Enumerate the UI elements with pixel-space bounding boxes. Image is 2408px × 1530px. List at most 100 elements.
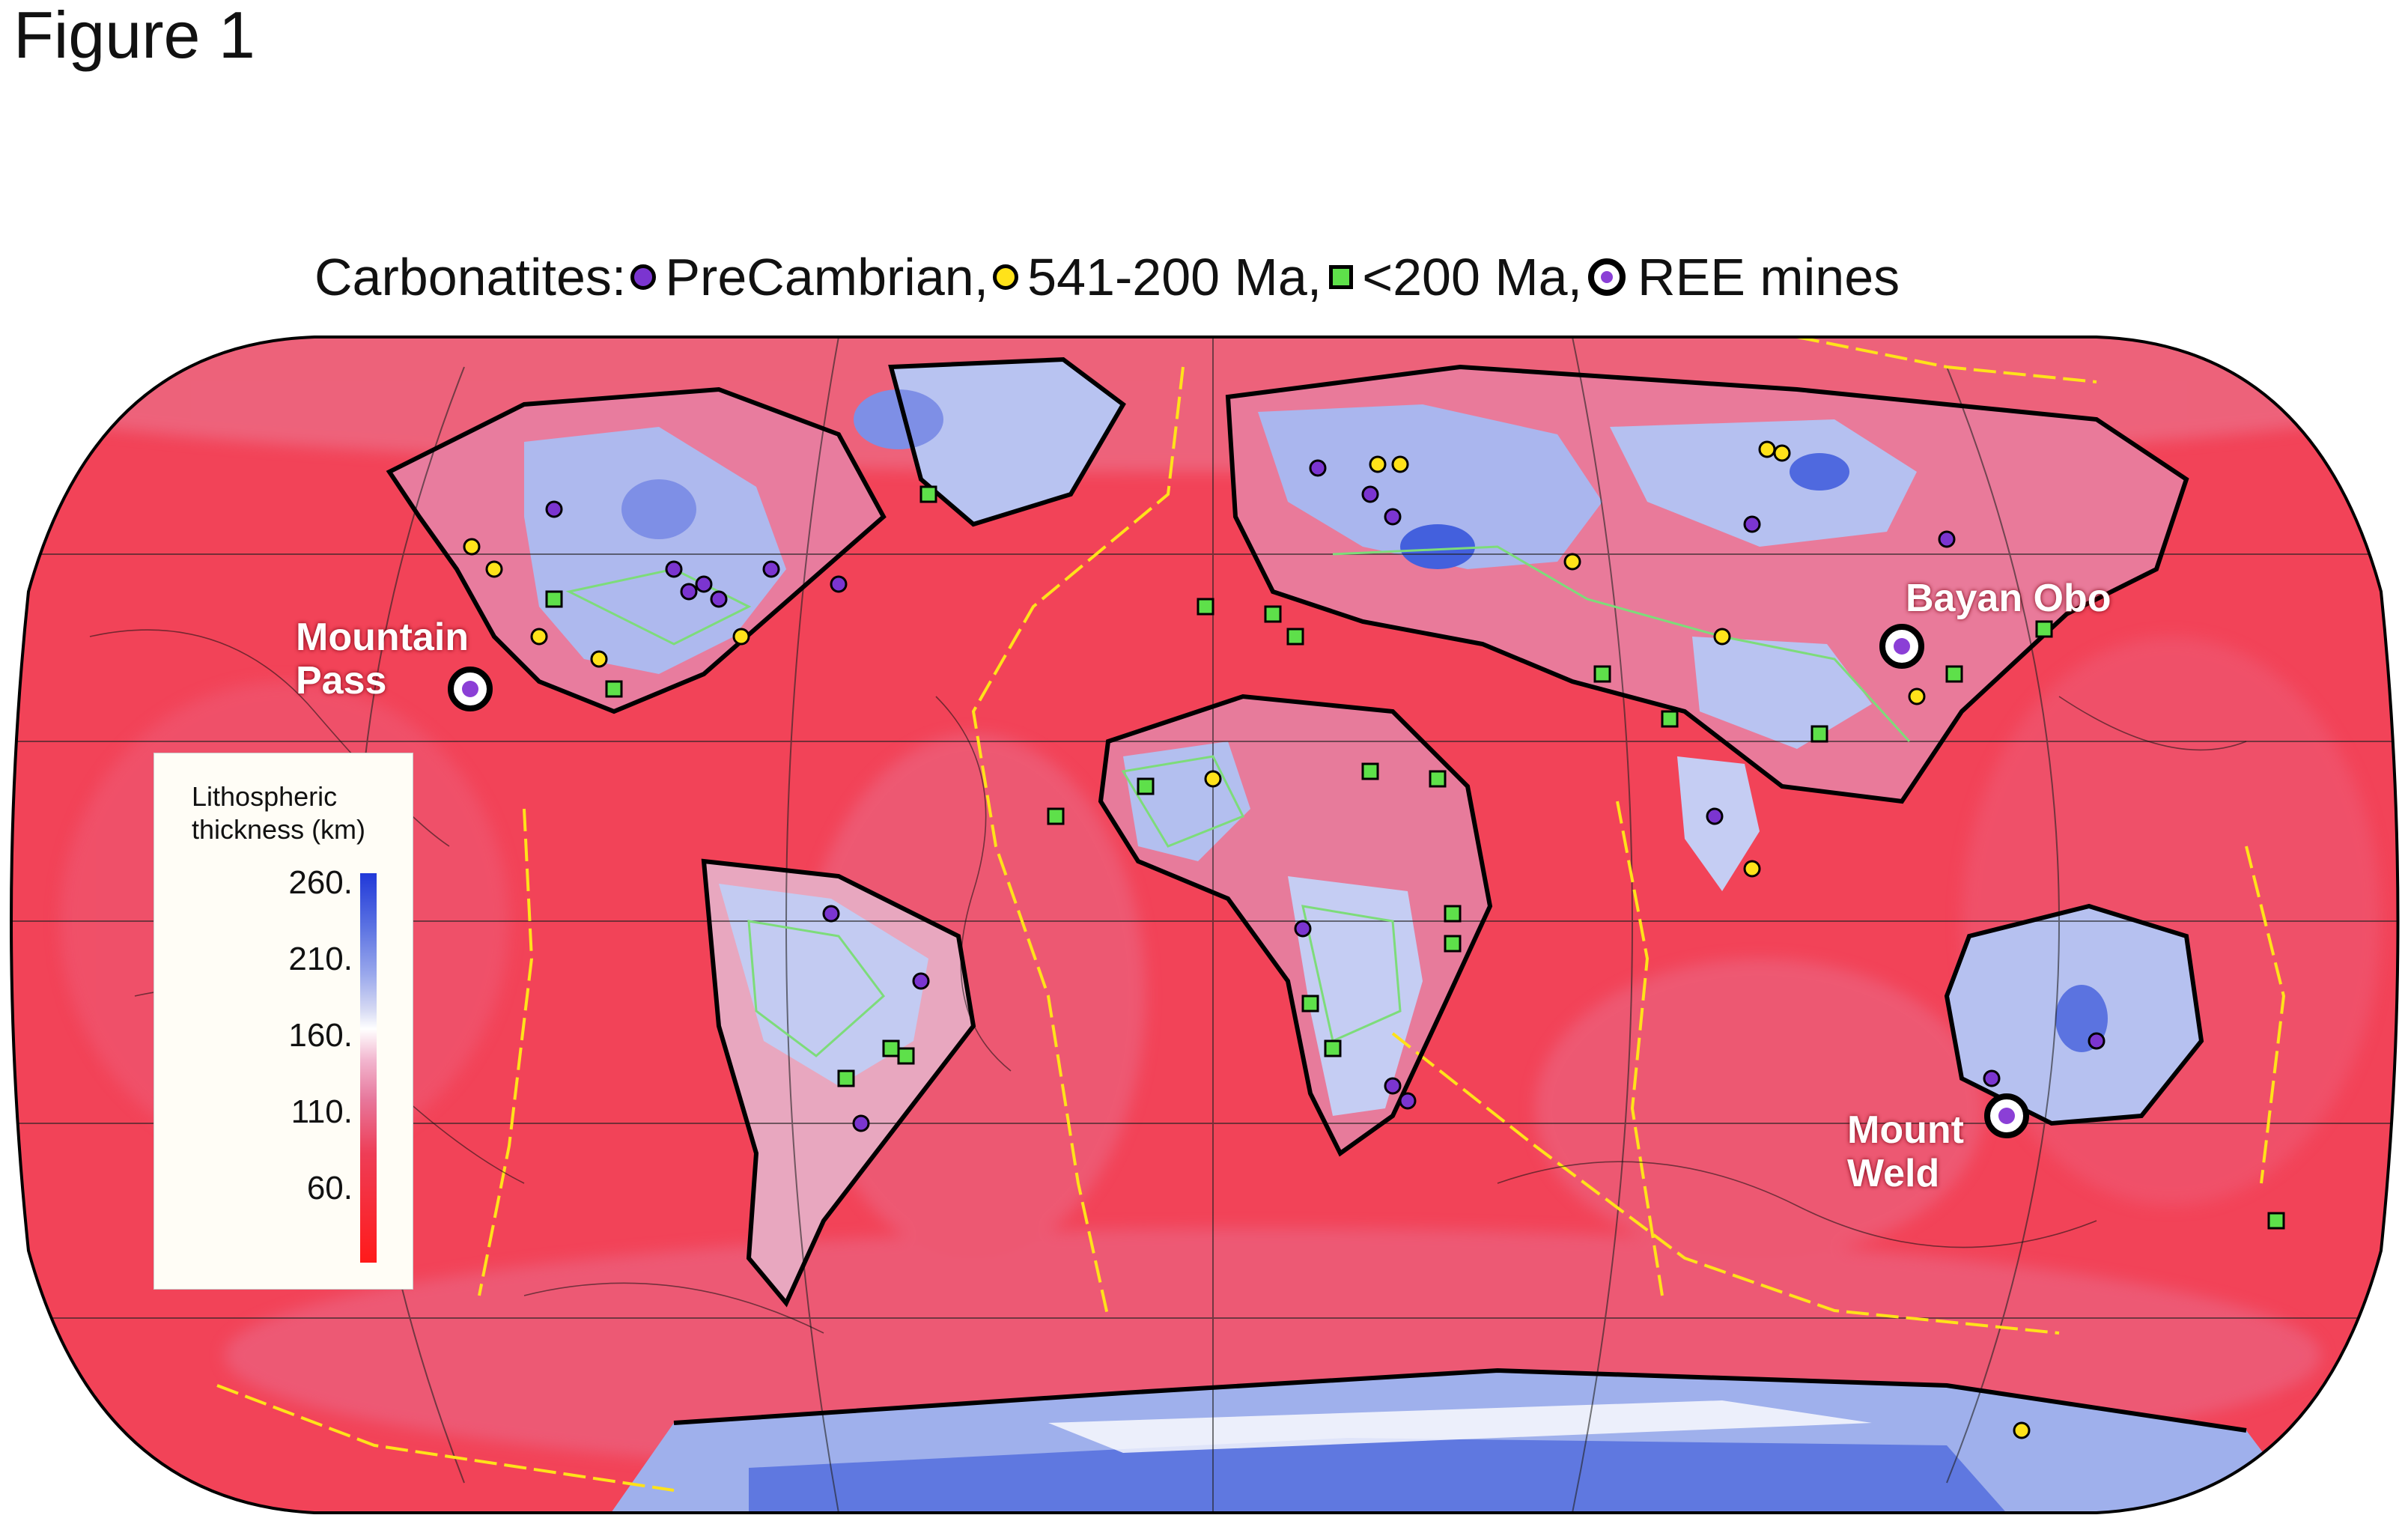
541-200-marker [1204, 770, 1222, 788]
coastlines [386, 356, 2247, 1433]
east-european-craton [1258, 404, 1602, 569]
precambrian-marker [1706, 807, 1724, 825]
541-200-marker [1743, 860, 1761, 878]
lt200-marker [1286, 628, 1304, 646]
canadian-shield [524, 427, 786, 674]
lt200-marker [1429, 770, 1447, 788]
precambrian-marker-icon [630, 264, 657, 290]
541-200-marker [1908, 687, 1926, 705]
label-mountain-pass: Mountain Pass [296, 616, 469, 702]
map-legend-title: Carbonatites: PreCambrian, 541-200 Ma, <… [314, 247, 1900, 307]
precambrian-marker [1983, 1069, 2001, 1087]
precambrian-marker [1294, 920, 1312, 938]
precambrian-marker [665, 560, 683, 578]
ree-mine-mount-weld [1984, 1093, 2029, 1138]
precambrian-marker [1309, 459, 1327, 477]
continents [389, 359, 2321, 1513]
541-200-marker [1391, 455, 1409, 473]
lt200-marker [1810, 725, 1828, 743]
lt200-marker [919, 485, 937, 503]
craton-outlines [565, 545, 1911, 1057]
precambrian-marker [912, 972, 930, 990]
precambrian-marker [1361, 485, 1379, 503]
legend-label-lt200: <200 Ma, [1362, 248, 1583, 306]
precambrian-markers [545, 459, 2106, 1132]
lt200-marker [1137, 777, 1155, 795]
lt200-marker [1301, 995, 1319, 1013]
antarctica-thick [749, 1438, 2022, 1513]
precambrian-marker [695, 575, 713, 593]
plate-boundaries [216, 337, 2286, 1492]
legend-item-541-200: 541-200 Ma, [988, 247, 1322, 307]
legend-tick-210: 210. [288, 941, 353, 977]
ree-mine-marker-icon [1588, 258, 1626, 296]
precambrian-marker [710, 590, 728, 608]
precambrian-marker [1399, 1092, 1417, 1110]
thickness-legend: Lithospheric thickness (km) 260. 210. 16… [153, 753, 413, 1290]
precambrian-marker [762, 560, 780, 578]
541-200-marker-icon [993, 264, 1019, 290]
lt200-marker [2035, 620, 2053, 638]
legend-label-ree: REE mines [1638, 248, 1900, 306]
legend-title-line2: thickness (km) [192, 814, 366, 845]
lt200-marker [1444, 905, 1462, 923]
precambrian-marker [1938, 530, 1956, 548]
lt200-marker-icon [1329, 265, 1354, 289]
precambrian-marker [1384, 508, 1402, 526]
541-200-markers [463, 440, 2031, 1439]
southern-african-craton [1288, 876, 1423, 1116]
541-200-marker [732, 628, 750, 646]
precambrian-marker [545, 500, 563, 518]
lt200-marker [1361, 762, 1379, 780]
map-border [10, 336, 2400, 1514]
antarctica-margin [1048, 1400, 1872, 1453]
tarim-craton [1692, 637, 1872, 749]
lt200-marker [1197, 598, 1214, 616]
precambrian-marker [852, 1114, 870, 1132]
lt200-marker [545, 590, 563, 608]
legend-tick-260: 260. [288, 864, 353, 901]
lt200-marker [605, 680, 623, 698]
precambrian-marker [1743, 515, 1761, 533]
label-mountain-pass-line2: Pass [296, 659, 387, 702]
siberian-craton [1610, 419, 1917, 547]
label-mount-weld-line2: Weld [1847, 1152, 1940, 1195]
legend-item-ree: REE mines [1582, 247, 1900, 307]
legend-color-bar [360, 873, 377, 1263]
legend-item-lt200: <200 Ma, [1322, 247, 1582, 307]
lt200-marker [1444, 935, 1462, 953]
figure-label: Figure 1 [13, 0, 255, 72]
ree-mine-mountain-pass [448, 667, 493, 711]
541-200-marker [1369, 455, 1387, 473]
lt200-marker [1945, 665, 1963, 683]
541-200-marker [1563, 553, 1581, 571]
precambrian-marker [822, 905, 840, 923]
lt200-marker [882, 1039, 900, 1057]
541-200-marker [463, 538, 481, 556]
541-200-marker [590, 650, 608, 668]
lt200-marker [837, 1069, 855, 1087]
legend-label-precambrian: PreCambrian, [665, 248, 989, 306]
label-mount-weld-line1: Mount [1847, 1108, 1964, 1152]
legend-prefix: Carbonatites: [314, 248, 627, 306]
legend-tick-160: 160. [288, 1017, 353, 1054]
lt200-marker [1661, 710, 1679, 728]
label-bayan-obo-line1: Bayan Obo [1906, 577, 2111, 620]
541-200-marker [485, 560, 503, 578]
lt200-marker [2267, 1212, 2285, 1230]
541-200-marker [1758, 440, 1776, 458]
legend-title: Lithospheric thickness (km) [192, 780, 365, 846]
map-body [11, 337, 2398, 1513]
lt200-marker [897, 1047, 915, 1065]
541-200-marker [1713, 628, 1731, 646]
label-mount-weld: Mount Weld [1847, 1108, 1964, 1195]
label-mountain-pass-line1: Mountain [296, 616, 469, 659]
ree-mine-bayan-obo [1879, 624, 1924, 669]
precambrian-marker [1384, 1077, 1402, 1095]
amazon-craton [719, 884, 928, 1086]
lt200-marker [1324, 1039, 1342, 1057]
lt200-marker [1264, 605, 1282, 623]
legend-item-precambrian: PreCambrian, [626, 247, 988, 307]
541-200-marker [2013, 1421, 2031, 1439]
legend-tick-60: 60. [306, 1170, 353, 1206]
